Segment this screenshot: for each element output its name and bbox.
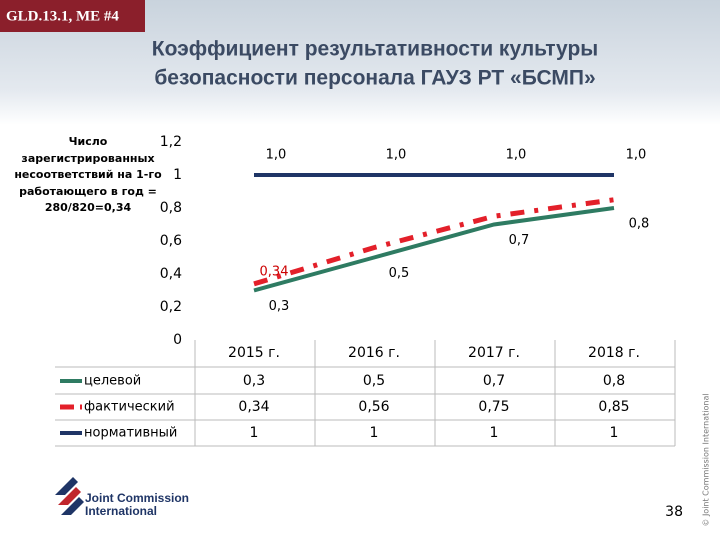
table-header: 2018 г. — [588, 345, 640, 361]
y-tick-label: 0,2 — [160, 299, 182, 315]
table-cell: 0,34 — [238, 399, 269, 415]
code-box — [0, 0, 145, 32]
y-tick-label: 0,8 — [160, 200, 182, 216]
table-cell: 0,56 — [358, 399, 389, 415]
table-header: 2016 г. — [348, 345, 400, 361]
legend-label: нормативный — [84, 426, 177, 441]
table-cell: 1 — [250, 425, 259, 441]
table-cell: 0,3 — [243, 373, 265, 389]
legend-label: целевой — [84, 374, 141, 389]
y-tick-label: 0,6 — [160, 233, 182, 249]
y-tick-label: 1 — [173, 167, 182, 183]
chart-title: Коэффициент результативности культуры — [152, 38, 598, 61]
data-label: 0,34 — [260, 264, 289, 279]
slide-code: GLD.13.1, ME #4 — [6, 8, 119, 24]
table-cell: 0,8 — [603, 373, 625, 389]
logo-text: Joint Commission — [85, 491, 189, 505]
logo-text: International — [85, 504, 157, 518]
table-cell: 0,75 — [478, 399, 509, 415]
data-label: 1,0 — [386, 148, 407, 163]
table-cell: 1 — [490, 425, 499, 441]
data-label: 0,5 — [389, 266, 410, 281]
data-label: 0,7 — [509, 233, 530, 248]
y-axis-label: Число зарегистрированных несоответствий … — [14, 135, 162, 214]
series-line — [253, 206, 615, 293]
chart-title: безопасности персонала ГАУЗ РТ «БСМП» — [154, 67, 595, 90]
logo — [55, 477, 84, 515]
table-cell: 0,85 — [598, 399, 629, 415]
table-cell: 0,7 — [483, 373, 505, 389]
legend-label: фактический — [84, 400, 175, 415]
table-cell: 0,5 — [363, 373, 385, 389]
data-label: 0,8 — [629, 217, 650, 232]
table-cell: 1 — [370, 425, 379, 441]
table-header: 2015 г. — [228, 345, 280, 361]
data-label: 1,0 — [266, 148, 287, 163]
y-tick-label: 0,4 — [160, 266, 182, 282]
copyright: © Joint Commission International — [702, 393, 711, 526]
data-label: 1,0 — [626, 148, 647, 163]
page-number: 38 — [665, 504, 683, 520]
y-tick-label: 0 — [173, 332, 182, 348]
series-line — [253, 197, 615, 287]
table-header: 2017 г. — [468, 345, 520, 361]
data-label: 1,0 — [506, 148, 527, 163]
y-tick-label: 1,2 — [160, 134, 182, 150]
data-label: 0,3 — [269, 299, 290, 314]
table-cell: 1 — [610, 425, 619, 441]
